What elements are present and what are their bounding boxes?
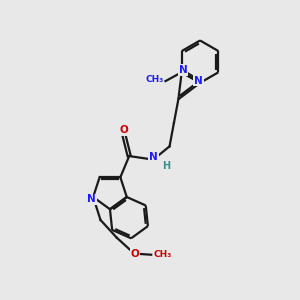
Text: CH₃: CH₃ xyxy=(145,75,164,84)
Text: N: N xyxy=(149,152,158,162)
Text: H: H xyxy=(162,161,170,171)
Text: CH₃: CH₃ xyxy=(153,250,172,259)
Text: N: N xyxy=(87,194,96,204)
Text: N: N xyxy=(194,76,203,85)
Text: O: O xyxy=(119,125,128,136)
Text: O: O xyxy=(131,249,140,259)
Text: N: N xyxy=(179,65,188,75)
